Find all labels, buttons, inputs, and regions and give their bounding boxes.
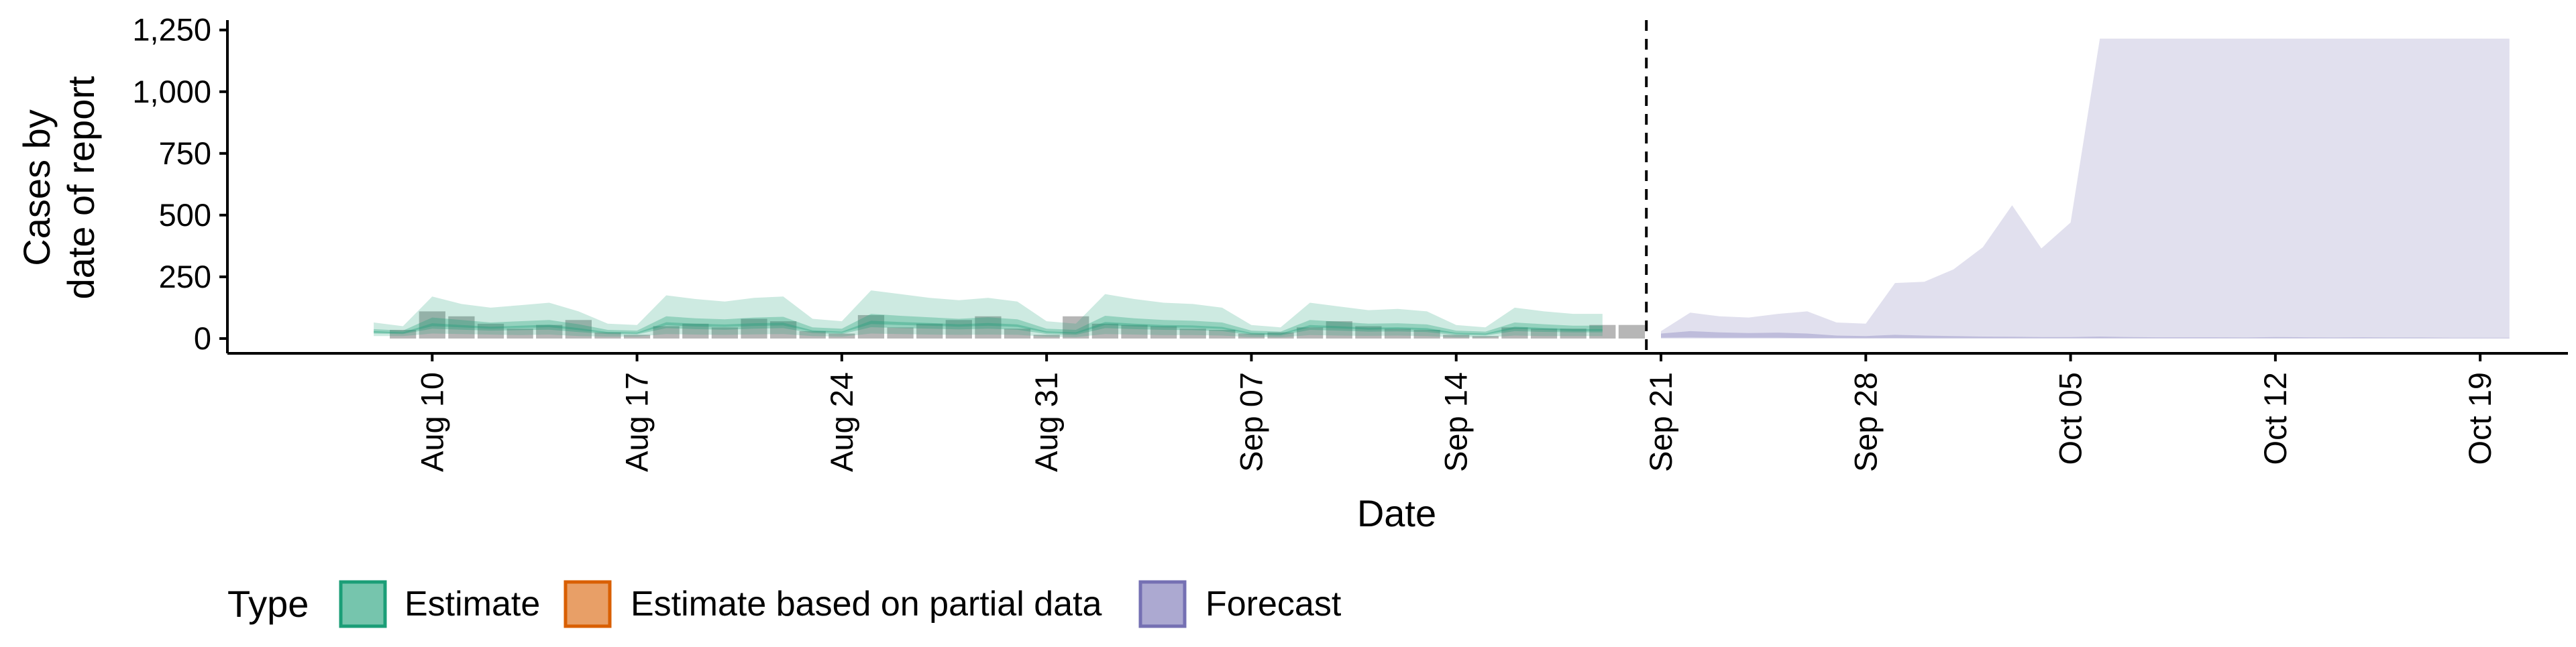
axes-group [226, 20, 2568, 355]
y-tick-label: 1,250 [132, 12, 211, 48]
x-tick-label: Sep 14 [1438, 372, 1474, 472]
observed-bar [1413, 330, 1440, 339]
observed-bar [741, 318, 767, 339]
legend-title: Type [227, 583, 309, 625]
observed-bar [477, 323, 504, 339]
observed-bar [565, 320, 592, 339]
observed-cases-group [390, 311, 1646, 339]
x-ticks-group: Aug 10 Aug 17 Aug 24 Aug 31 Sep 07 Sep 14 Sep … [414, 353, 2498, 472]
legend: Type Estimate Estimate based on partial … [227, 580, 1342, 628]
observed-bar [1326, 321, 1352, 339]
legend-label-forecast: Forecast [1205, 585, 1342, 624]
observed-bar [1004, 329, 1031, 339]
legend-swatch-partial [564, 580, 612, 628]
y-tick-label: 500 [159, 197, 211, 233]
observed-bar [1618, 325, 1646, 339]
observed-bar [1589, 325, 1616, 339]
observed-bar [799, 331, 826, 339]
y-tick-label: 750 [159, 135, 211, 171]
observed-bar [419, 311, 445, 339]
x-tick-label: Sep 28 [1847, 372, 1883, 472]
legend-item-forecast: Forecast [1138, 580, 1342, 628]
x-tick-label: Sep 21 [1643, 372, 1678, 472]
ribbon-group [374, 38, 2510, 339]
observed-bar [506, 329, 533, 339]
y-tick-label: 250 [159, 259, 211, 294]
legend-label-partial: Estimate based on partial data [631, 585, 1102, 624]
observed-bar [1238, 333, 1265, 339]
observed-bar [1560, 329, 1587, 339]
observed-bar [857, 314, 885, 339]
observed-bar [1150, 326, 1177, 339]
observed-bar [770, 321, 797, 339]
legend-item-partial: Estimate based on partial data [564, 580, 1102, 628]
forecast-band-90 [1661, 38, 2510, 339]
observed-bar [1443, 335, 1470, 339]
estimate-band-20 [374, 320, 1603, 335]
x-axis-title: Date [1357, 492, 1436, 534]
observed-bar [1530, 329, 1558, 339]
observed-bar [390, 330, 417, 339]
observed-bar [828, 333, 855, 339]
legend-item-estimate: Estimate [339, 580, 540, 628]
y-ticks-group: 0 250 500 750 1,000 1,250 [132, 12, 227, 356]
y-axis-title-line-2: date of report [60, 76, 102, 300]
observed-bar [1063, 316, 1089, 339]
observed-bar [448, 316, 475, 339]
observed-bar [916, 323, 943, 339]
x-tick-label: Aug 31 [1028, 372, 1064, 472]
observed-bar [975, 316, 1002, 339]
observed-bar [1209, 330, 1236, 339]
observed-bar [1091, 323, 1119, 339]
observed-bar [594, 332, 621, 339]
forecast-band-50 [1661, 331, 2510, 339]
legend-swatch-forecast [1138, 580, 1187, 628]
estimate-band-90 [374, 290, 1603, 338]
x-tick-label: Sep 07 [1233, 372, 1269, 472]
x-tick-label: Aug 10 [414, 372, 449, 472]
legend-swatch-estimate [339, 580, 387, 628]
observed-bar [682, 323, 709, 339]
observed-bar [1472, 336, 1499, 339]
observed-bar [711, 327, 739, 339]
x-tick-label: Oct 12 [2257, 372, 2293, 465]
observed-bar [1121, 325, 1148, 339]
observed-bar [1501, 327, 1528, 339]
observed-bar [1267, 332, 1294, 339]
x-tick-label: Aug 24 [824, 372, 859, 472]
observed-bar [1297, 327, 1324, 339]
observed-bar [887, 327, 914, 339]
observed-bar [1179, 329, 1206, 339]
x-tick-label: Oct 19 [2462, 372, 2498, 465]
observed-bar [653, 326, 680, 339]
y-tick-label: 0 [194, 320, 211, 356]
x-tick-label: Aug 17 [619, 372, 655, 472]
observed-bar [1384, 329, 1411, 339]
observed-bar [1033, 335, 1060, 339]
observed-bar [1355, 326, 1382, 339]
legend-label-estimate: Estimate [405, 585, 540, 624]
y-tick-label: 1,000 [132, 74, 211, 109]
y-axis-title-line-1: Cases by [15, 109, 58, 266]
observed-bar [945, 320, 972, 339]
observed-bar [536, 325, 563, 339]
x-tick-label: Oct 05 [2053, 372, 2088, 465]
observed-bar [623, 335, 651, 339]
estimate-band-50 [374, 314, 1603, 336]
